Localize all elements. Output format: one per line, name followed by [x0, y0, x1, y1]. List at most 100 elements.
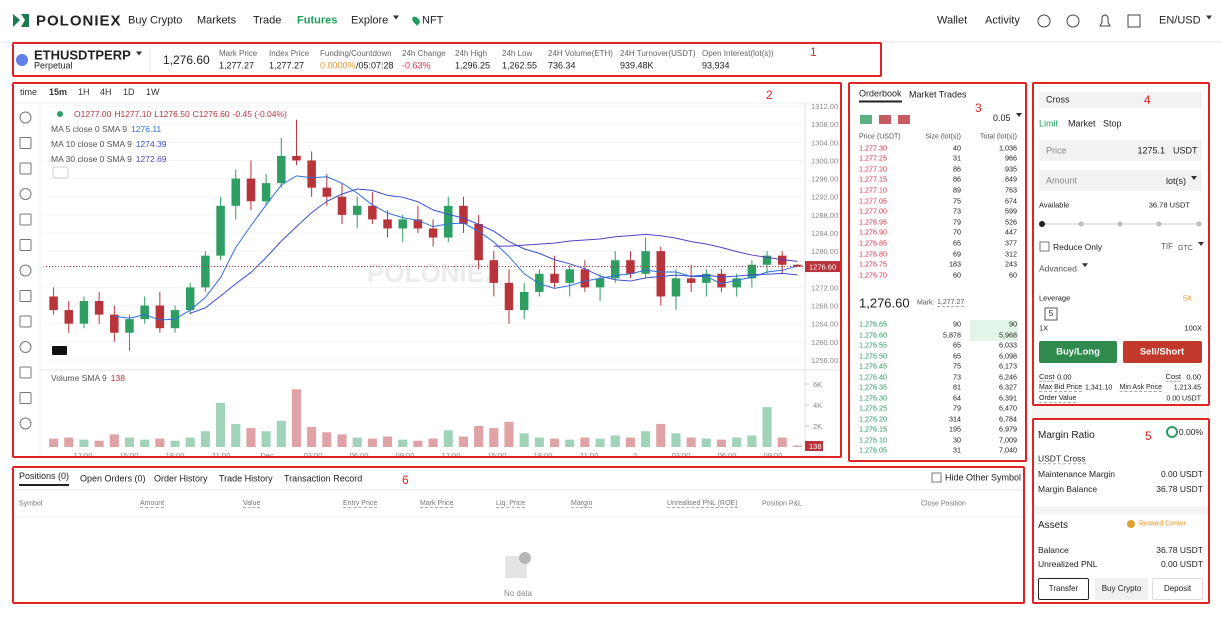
candle-body	[261, 183, 271, 202]
tab[interactable]: Orderbook	[859, 89, 902, 103]
stat-label: Funding/Countdown	[320, 49, 392, 58]
price: 1,276.35	[859, 382, 887, 392]
volume-bar	[261, 431, 271, 447]
precision[interactable]: 0.05	[993, 113, 1022, 123]
volume-tick-label: 2K	[813, 422, 822, 431]
y-tick-label: 1264.00	[811, 320, 838, 329]
leverage-handle	[1044, 307, 1058, 321]
candle-body	[777, 255, 787, 265]
link[interactable]: Reward Center	[1139, 520, 1187, 528]
book-icon	[898, 115, 910, 124]
size: 65	[953, 350, 961, 360]
tab[interactable]: Transaction Record	[284, 473, 363, 484]
title: Assets	[1038, 520, 1069, 531]
label[interactable]: Advanced	[1039, 263, 1088, 273]
select[interactable]	[1039, 92, 1202, 108]
y-tick-label: 1296.00	[811, 175, 838, 184]
tab[interactable]: Open Orders (0)	[80, 473, 146, 484]
size: 5,878	[943, 329, 961, 339]
tab[interactable]: Limit	[1039, 118, 1059, 129]
interval[interactable]: time	[20, 87, 37, 97]
tab[interactable]: Trade History	[219, 473, 273, 484]
total: 5,968	[999, 329, 1017, 339]
nav-link[interactable]: Trade	[253, 14, 282, 27]
tool-icon	[19, 264, 32, 277]
value: 0.00	[1057, 372, 1072, 382]
annotation-label: 6	[402, 473, 409, 487]
price-input[interactable]	[1039, 140, 1202, 161]
interval[interactable]: 15m	[49, 87, 67, 97]
price: 1,276.60	[859, 329, 887, 339]
button-label: Buy Crypto	[1101, 584, 1142, 593]
candle-body	[459, 205, 468, 224]
stat-value: 939.48K	[620, 60, 654, 71]
volume-bar	[534, 437, 544, 447]
value: 0.00 USDT	[1160, 468, 1203, 479]
candle-body	[702, 273, 711, 283]
col-header: Margin	[571, 500, 593, 508]
nav-link[interactable]: Explore	[351, 15, 399, 27]
x-tick-label: 21:00	[212, 451, 231, 458]
sell-button[interactable]	[1123, 341, 1202, 363]
candle-body	[277, 155, 286, 184]
col-header: Value	[243, 500, 261, 508]
interval[interactable]: 1D	[123, 87, 135, 97]
amount-input[interactable]	[1039, 170, 1202, 191]
last-price-label: 1276.60	[809, 263, 836, 272]
stat-value: 1,296.25	[455, 60, 491, 71]
tool-icon	[19, 188, 32, 200]
slider-dot	[1039, 221, 1045, 227]
nav-link[interactable]: NFT	[422, 14, 444, 27]
button[interactable]	[1038, 578, 1089, 600]
symbol[interactable]: ETHUSDTPERP	[34, 49, 142, 62]
volume-bar	[656, 423, 666, 447]
buy-button[interactable]	[1039, 341, 1117, 363]
ma-legend: MA 5 close 0 SMA 9 1276.11	[51, 124, 161, 134]
nav-link[interactable]: Wallet	[937, 14, 968, 27]
tab[interactable]: Market	[1068, 118, 1096, 129]
interval[interactable]: 4H	[100, 87, 112, 97]
nav-link[interactable]: Activity	[985, 14, 1020, 27]
y-tick-label: 1260.00	[811, 338, 838, 347]
label: Margin Balance	[1038, 483, 1098, 494]
candle-body	[686, 278, 696, 283]
tab[interactable]: Positions (0)	[19, 472, 70, 486]
nav-link[interactable]: Futures	[297, 14, 338, 27]
tab[interactable]: Order History	[154, 473, 208, 484]
volume-bar	[337, 434, 347, 447]
value: 36.78 USDT	[1156, 544, 1203, 555]
interval[interactable]: 1W	[146, 87, 160, 97]
candle-body	[610, 260, 620, 279]
button-label: Deposit	[1163, 584, 1192, 593]
leverage-input: 5	[1048, 309, 1054, 318]
label: Price	[1046, 145, 1067, 156]
tab[interactable]: Market Trades	[909, 89, 967, 100]
locale[interactable]: EN/USD	[1159, 15, 1212, 27]
candle-body	[185, 287, 195, 311]
price: 1,277.20	[859, 164, 887, 174]
candle-body	[337, 196, 347, 215]
eth-icon	[16, 54, 28, 66]
size: 31	[953, 445, 961, 455]
mark-value: 1,277.27	[937, 299, 965, 307]
tool-icon	[19, 239, 32, 251]
slider-dot	[1156, 221, 1162, 227]
x-tick-label: 03:00	[672, 451, 691, 458]
button[interactable]	[1152, 578, 1203, 600]
size: 89	[953, 185, 961, 195]
candle-body	[626, 260, 635, 274]
empty: No data	[503, 589, 533, 598]
tab[interactable]: Stop	[1103, 118, 1122, 129]
nav-link[interactable]: Buy Crypto	[128, 14, 183, 27]
tool-icon	[19, 290, 32, 302]
size: 86	[953, 164, 961, 174]
volume-bar	[625, 437, 635, 447]
button[interactable]	[1095, 578, 1148, 600]
candle-body	[656, 251, 666, 297]
interval[interactable]: 1H	[78, 87, 90, 97]
nav-link[interactable]: Markets	[197, 14, 237, 27]
stat-value: 0.0000%	[320, 60, 356, 71]
candle-body	[504, 282, 514, 311]
size: 86	[953, 174, 961, 184]
volume-label: Volume SMA 9	[51, 373, 107, 383]
